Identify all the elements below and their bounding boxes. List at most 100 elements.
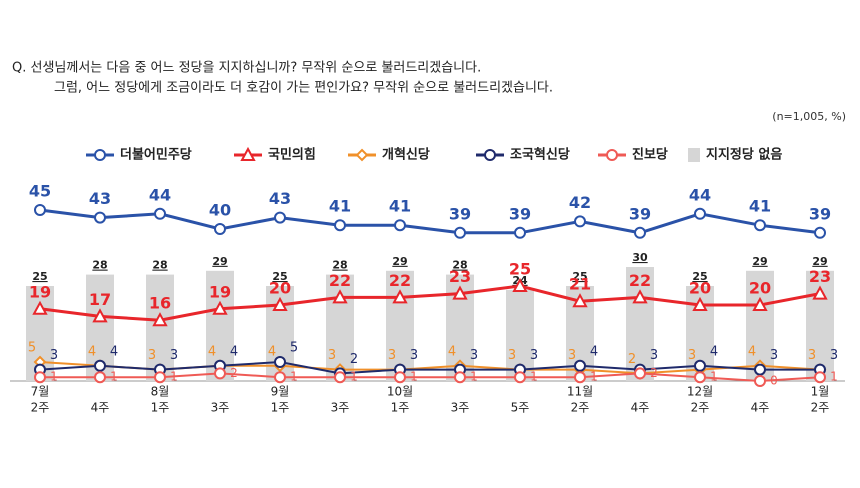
marker <box>355 148 369 162</box>
data-label: 22 <box>389 271 411 290</box>
data-label: 3 <box>530 348 538 363</box>
data-label: 4 <box>710 344 718 359</box>
data-label: 1 <box>590 370 598 384</box>
legend-label: 개혁신당 <box>382 147 430 163</box>
data-label: 3 <box>650 348 658 363</box>
x-month-label: 12월 <box>687 385 713 399</box>
line <box>39 360 820 375</box>
legend-label: 진보당 <box>632 147 668 163</box>
marker <box>812 285 828 300</box>
data-label: 4 <box>88 344 96 359</box>
data-label: 3 <box>328 348 336 363</box>
marker <box>214 223 226 235</box>
data-label: 44 <box>689 185 711 204</box>
marker <box>274 371 286 384</box>
data-label: 20 <box>689 279 711 298</box>
marker <box>332 289 348 304</box>
x-month-label: 11월 <box>567 385 593 399</box>
data-label: 19 <box>209 282 231 301</box>
marker <box>154 371 166 384</box>
data-label: 1 <box>110 370 118 384</box>
marker <box>212 300 228 315</box>
data-label: 4 <box>590 344 598 359</box>
data-label: 41 <box>389 197 411 216</box>
marker <box>514 226 526 239</box>
marker <box>334 219 346 232</box>
data-label: 1 <box>470 370 478 384</box>
data-label: 2 <box>230 366 238 380</box>
marker <box>484 149 496 161</box>
marker <box>454 371 466 384</box>
data-label: 39 <box>449 204 471 223</box>
data-label: 3 <box>470 348 478 363</box>
data-label: 41 <box>329 197 351 216</box>
marker <box>512 277 528 292</box>
legend-swatch <box>688 148 700 162</box>
bar <box>626 267 654 381</box>
data-label: 1 <box>170 370 178 384</box>
marker <box>94 359 106 372</box>
marker <box>814 226 826 239</box>
x-tick-label: 2주 <box>691 401 710 415</box>
data-label: 23 <box>809 267 831 286</box>
data-label: 40 <box>209 201 231 220</box>
x-month-label: 1월 <box>811 385 830 399</box>
data-label: 17 <box>89 290 111 309</box>
marker <box>392 289 408 304</box>
bar-label: 28 <box>332 259 347 272</box>
marker <box>752 296 768 311</box>
data-label: 3 <box>770 348 778 363</box>
marker <box>274 356 286 368</box>
marker <box>606 149 618 161</box>
marker <box>34 371 46 384</box>
bar-label: 29 <box>212 255 227 268</box>
marker <box>574 215 586 228</box>
legend-label: 더불어민주당 <box>120 147 192 163</box>
bar-label: 25 <box>32 270 47 283</box>
data-label: 1 <box>350 370 358 384</box>
data-label: 2 <box>628 352 636 367</box>
data-label: 3 <box>410 348 418 363</box>
marker <box>754 219 766 232</box>
marker <box>514 371 526 384</box>
marker <box>754 375 766 387</box>
data-label: 22 <box>329 271 351 290</box>
marker <box>694 371 706 384</box>
line <box>39 284 821 322</box>
data-label: 3 <box>170 348 178 363</box>
data-label: 5 <box>290 341 298 356</box>
bar-label: 29 <box>812 255 827 268</box>
data-label: 1 <box>530 370 538 384</box>
x-tick-label: 4주 <box>751 401 770 415</box>
legend-label: 조국혁신당 <box>510 147 570 163</box>
marker <box>94 371 106 384</box>
data-label: 43 <box>89 189 111 208</box>
data-label: 16 <box>149 294 171 313</box>
marker <box>94 211 106 224</box>
data-label: 3 <box>568 348 576 363</box>
data-label: 5 <box>28 341 36 356</box>
data-label: 44 <box>149 185 171 204</box>
bar-label: 25 <box>692 270 707 283</box>
marker <box>454 226 466 239</box>
marker <box>394 371 406 384</box>
legend-label: 국민의힘 <box>268 147 316 163</box>
data-label: 41 <box>749 197 771 216</box>
data-label: 21 <box>569 275 591 294</box>
bar <box>386 270 414 381</box>
x-month-label: 7월 <box>31 385 50 399</box>
bar-label: 29 <box>752 255 767 268</box>
marker <box>634 367 646 380</box>
data-label: 1 <box>290 370 298 384</box>
x-month-label: 9월 <box>271 385 290 399</box>
data-label: 1 <box>410 370 418 384</box>
marker <box>694 207 706 220</box>
marker <box>692 296 708 311</box>
line <box>40 372 821 383</box>
data-label: 20 <box>269 279 291 298</box>
x-tick-label: 4주 <box>91 401 110 415</box>
data-label: 2 <box>350 352 358 367</box>
data-label: 4 <box>208 344 216 359</box>
question-line: 그럼, 어느 정당에게 조금이라도 더 호감이 가는 편인가요? 무작위 순으로… <box>54 81 553 96</box>
